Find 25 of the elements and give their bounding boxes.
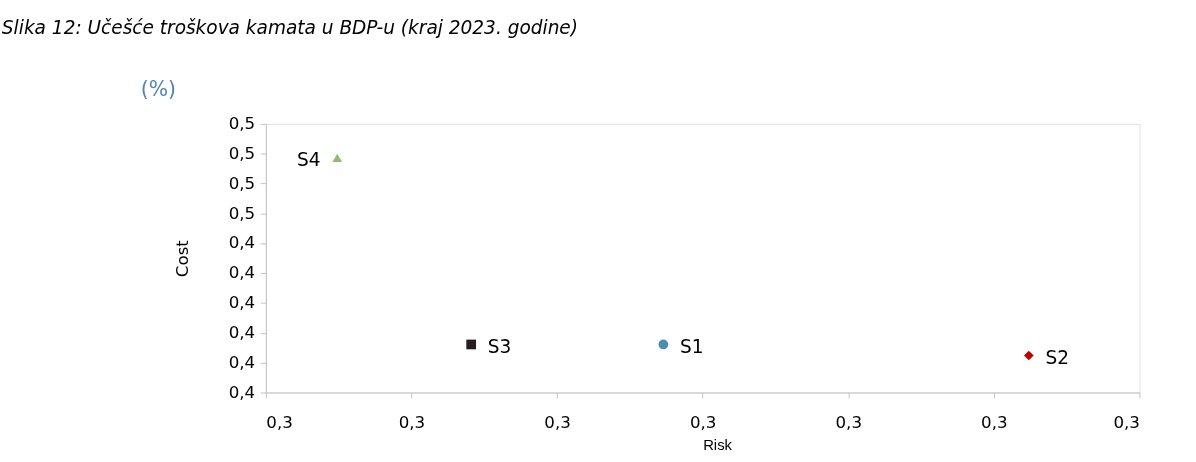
y-tick-label: 0,4: [228, 293, 256, 313]
y-axis-title: Cost: [172, 239, 192, 278]
text: (%): [140, 77, 177, 102]
y-tick-label: 0,4: [228, 322, 256, 342]
y-tick-label: 0,4: [228, 382, 256, 402]
series-label: S4: [297, 149, 321, 171]
series-label: S1: [680, 335, 704, 357]
chart-title: Slika 12: Učešće troškova kamata u BDP-u (kraj 2023. godine): [1, 17, 578, 39]
series-label: S3: [487, 335, 512, 357]
x-tick-label: 0,3: [398, 413, 426, 433]
x-tick-label: 0,3: [544, 413, 571, 433]
x-axis-title: Risk: [703, 436, 733, 453]
y-tick-label: 0,4: [228, 352, 256, 372]
x-tick-label: 0,3: [1113, 413, 1140, 433]
y-tick-label: 0,4: [228, 263, 256, 283]
x-tick-label: 0,3: [266, 413, 293, 433]
y-tick-label: 0,5: [228, 203, 256, 223]
y-tick-label: 0,5: [228, 143, 256, 163]
y-tick-label: 0,5: [228, 173, 256, 193]
x-tick-label: 0,3: [835, 413, 862, 433]
x-tick-label: 0,3: [689, 413, 717, 433]
series-label: S2: [1045, 346, 1070, 368]
y-tick-label: 0,5: [228, 113, 256, 133]
x-tick-label: 0,3: [981, 413, 1008, 433]
y-tick-label: 0,4: [228, 233, 256, 253]
